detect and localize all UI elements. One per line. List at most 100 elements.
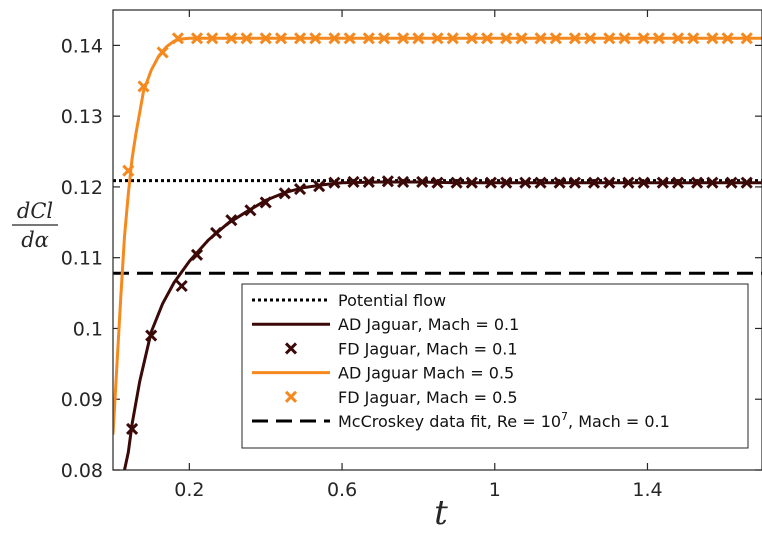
marker-stroke: [309, 32, 322, 45]
marker-stroke: [240, 32, 253, 45]
legend-item-ad-jaguar-mach-0-5: AD Jaguar Mach = 0.5: [252, 364, 514, 383]
marker-stroke: [740, 176, 753, 189]
series-markers-fd-jaguar-mach-0-5: [122, 32, 753, 177]
data-point: [622, 176, 635, 189]
marker-stroke: [740, 32, 753, 45]
legend-label: FD Jaguar, Mach = 0.5: [338, 388, 518, 407]
marker-stroke: [284, 390, 298, 403]
data-point: [343, 32, 356, 45]
data-point: [706, 32, 719, 45]
marker-stroke: [687, 32, 700, 45]
data-point: [274, 32, 288, 45]
data-point: [500, 176, 513, 189]
data-point: [225, 214, 238, 227]
y-tick-labels: 0.08 0.09 0.1 0.11 0.12 0.13 0.14: [61, 35, 103, 482]
marker-stroke: [519, 176, 532, 189]
marker-stroke: [225, 32, 238, 45]
x-tick-label: 1: [489, 479, 501, 501]
y-axis-label-numerator: dCl: [17, 199, 53, 223]
marker-stroke: [259, 196, 272, 209]
marker-stroke: [481, 32, 494, 45]
data-point: [652, 32, 665, 45]
marker-stroke: [706, 176, 719, 189]
data-point: [687, 32, 700, 45]
y-tick-label: 0.14: [61, 35, 103, 57]
marker-stroke: [671, 32, 685, 45]
y-tick-label: 0.1: [73, 318, 103, 340]
marker-stroke: [347, 175, 360, 189]
legend-label: Potential flow: [338, 291, 446, 310]
marker-stroke: [284, 342, 298, 355]
data-point: [244, 204, 257, 217]
data-point: [553, 176, 566, 189]
marker-stroke: [294, 32, 307, 45]
marker-stroke: [210, 226, 223, 239]
data-point: [691, 176, 704, 189]
marker-stroke: [691, 176, 704, 189]
x-tick-labels: 0.2 0.6 1 1.4: [174, 479, 662, 501]
data-point: [584, 32, 597, 45]
data-point: [568, 176, 581, 189]
data-point: [347, 175, 360, 189]
y-tick-label: 0.11: [61, 248, 103, 270]
marker-stroke: [549, 32, 562, 45]
marker-stroke: [416, 175, 429, 189]
data-point: [259, 196, 272, 209]
legend: Potential flow AD Jaguar, Mach = 0.1 FD Ja…: [241, 283, 749, 449]
x-tick-label: 1.4: [632, 479, 662, 501]
data-point: [240, 32, 253, 45]
data-point: [412, 32, 425, 45]
data-point: [190, 248, 204, 261]
data-point: [278, 187, 291, 200]
marker-stroke: [534, 176, 547, 189]
marker-stroke: [622, 176, 635, 189]
y-tick-label: 0.13: [61, 106, 103, 128]
data-point: [122, 164, 135, 177]
marker-stroke: [126, 422, 139, 436]
data-point: [465, 176, 478, 189]
legend-label: McCroskey data fit, Re = 107, Mach = 0.1: [338, 410, 670, 431]
data-point: [484, 176, 498, 189]
data-point: [587, 176, 601, 189]
marker-stroke: [618, 32, 631, 45]
marker-stroke: [465, 176, 478, 189]
data-point: [725, 176, 738, 189]
marker-stroke: [294, 182, 307, 196]
legend-label: FD Jaguar, Mach = 0.1: [338, 339, 518, 358]
data-point: [397, 175, 410, 189]
data-point: [313, 180, 326, 193]
legend-label: AD Jaguar Mach = 0.5: [338, 364, 514, 383]
marker-stroke: [397, 175, 410, 189]
data-point: [137, 80, 150, 93]
data-point: [519, 176, 532, 189]
data-point: [171, 32, 184, 45]
marker-stroke: [587, 176, 601, 189]
data-point: [431, 176, 444, 189]
marker-stroke: [171, 32, 184, 45]
data-point: [381, 175, 394, 188]
data-point: [294, 182, 307, 196]
data-point: [500, 32, 513, 45]
marker-stroke: [584, 32, 597, 45]
data-point: [568, 32, 581, 45]
data-point: [175, 279, 188, 293]
marker-stroke: [553, 176, 566, 189]
plot-area: [113, 32, 762, 470]
marker-stroke: [328, 176, 341, 189]
data-point: [637, 32, 650, 45]
data-point: [190, 32, 204, 45]
y-axis-label-denominator: dα: [21, 228, 49, 252]
data-point: [465, 32, 478, 45]
legend-label: AD Jaguar, Mach = 0.1: [338, 315, 519, 334]
data-point: [431, 32, 444, 45]
marker-stroke: [725, 176, 738, 189]
marker-stroke: [362, 175, 375, 189]
marker-stroke: [450, 176, 463, 189]
marker-stroke: [500, 32, 513, 45]
data-point: [603, 32, 616, 45]
marker-stroke: [431, 32, 444, 45]
data-point: [515, 32, 528, 45]
marker-stroke: [206, 32, 219, 45]
marker-stroke: [603, 176, 616, 189]
